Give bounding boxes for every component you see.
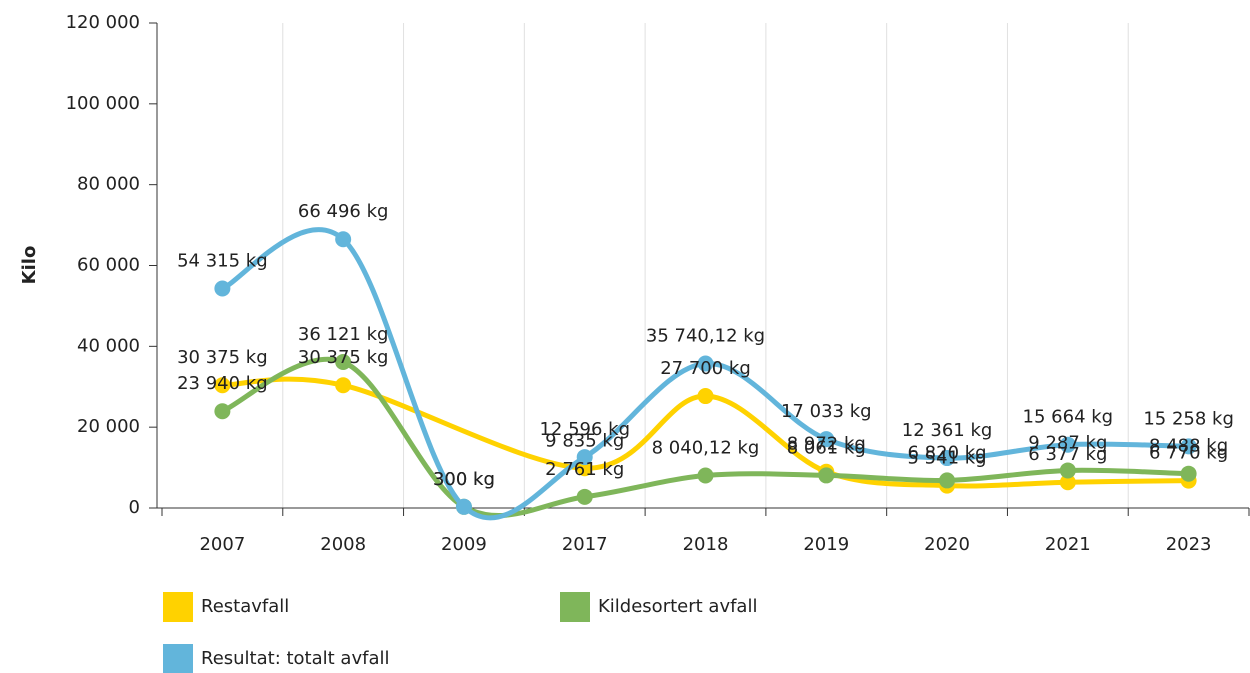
data-point <box>576 460 593 477</box>
legend-swatch <box>163 644 193 673</box>
data-point <box>576 488 593 505</box>
y-tick-label: 60 000 <box>77 255 140 276</box>
data-point <box>1059 462 1076 479</box>
data-point <box>214 280 231 297</box>
data-label: 35 740,12 kg <box>646 326 765 347</box>
y-axis-title: Kilo <box>19 246 40 285</box>
data-point <box>939 472 956 489</box>
data-label: 66 496 kg <box>298 201 389 222</box>
legend-swatch <box>560 592 590 622</box>
legend-label: Restavfall <box>201 596 289 617</box>
x-tick-label: 2009 <box>441 534 487 555</box>
y-tick-label: 120 000 <box>66 12 140 33</box>
data-point <box>214 377 231 394</box>
series-line <box>219 227 1192 521</box>
data-point <box>335 231 352 248</box>
data-point <box>1180 438 1197 455</box>
x-tick-label: 2007 <box>199 534 245 555</box>
data-point <box>818 467 835 484</box>
data-label: 6 820 kg <box>908 442 987 463</box>
data-label: 9 287 kg <box>1028 432 1107 453</box>
data-label: 30 375 kg <box>177 347 268 368</box>
data-point <box>697 355 714 372</box>
data-label: 9 835 kg <box>545 430 624 451</box>
data-point <box>335 354 352 371</box>
data-point <box>1180 465 1197 482</box>
data-label: 300 kg <box>433 469 495 490</box>
data-point <box>818 431 835 448</box>
x-tick-label: 2020 <box>924 534 970 555</box>
data-label: 27 700 kg <box>660 358 751 379</box>
data-point <box>939 450 956 467</box>
y-tick-label: 40 000 <box>77 335 140 356</box>
x-tick-label: 2021 <box>1045 534 1091 555</box>
data-label: 300 kg <box>433 469 495 490</box>
data-label: 23 940 kg <box>177 373 268 394</box>
data-label: 36 121 kg <box>298 324 389 345</box>
legend-label: Resultat: totalt avfall <box>201 648 389 669</box>
x-tick-label: 2018 <box>683 534 729 555</box>
data-point <box>1059 436 1076 453</box>
x-tick-label: 2008 <box>320 534 366 555</box>
data-label: 30 375 kg <box>298 347 389 368</box>
data-label: 8 061 kg <box>787 437 866 458</box>
data-label: 2 761 kg <box>545 459 624 480</box>
data-label: 17 033 kg <box>781 401 872 422</box>
data-point <box>335 377 352 394</box>
x-tick-label: 2017 <box>562 534 608 555</box>
data-label: 54 315 kg <box>177 250 268 271</box>
legend-label: Kildesortert avfall <box>598 596 757 617</box>
data-point <box>455 498 472 515</box>
data-point <box>576 449 593 466</box>
y-tick-label: 80 000 <box>77 174 140 195</box>
data-point <box>697 388 714 405</box>
data-label: 15 258 kg <box>1143 408 1234 429</box>
data-point <box>697 467 714 484</box>
data-label: 15 664 kg <box>1023 407 1114 428</box>
series-line <box>219 376 1192 489</box>
data-label: 8 488 kg <box>1149 436 1228 457</box>
y-tick-label: 20 000 <box>77 416 140 437</box>
data-label: 8 040,12 kg <box>652 438 760 459</box>
data-point <box>214 403 231 420</box>
data-label: 6 770 kg <box>1149 443 1228 464</box>
y-tick-label: 0 <box>129 497 140 518</box>
x-tick-label: 2019 <box>803 534 849 555</box>
x-tick-label: 2023 <box>1166 534 1212 555</box>
data-label: 12 361 kg <box>902 420 993 441</box>
data-label: 12 596 kg <box>539 419 630 440</box>
data-label: 8 972 kg <box>787 434 866 455</box>
data-label: 5 541 kg <box>908 448 987 469</box>
data-label: 6 377 kg <box>1028 444 1107 465</box>
legend-swatch <box>163 592 193 622</box>
data-point <box>1059 474 1076 491</box>
y-tick-label: 100 000 <box>66 93 140 114</box>
series-line <box>219 356 1192 518</box>
